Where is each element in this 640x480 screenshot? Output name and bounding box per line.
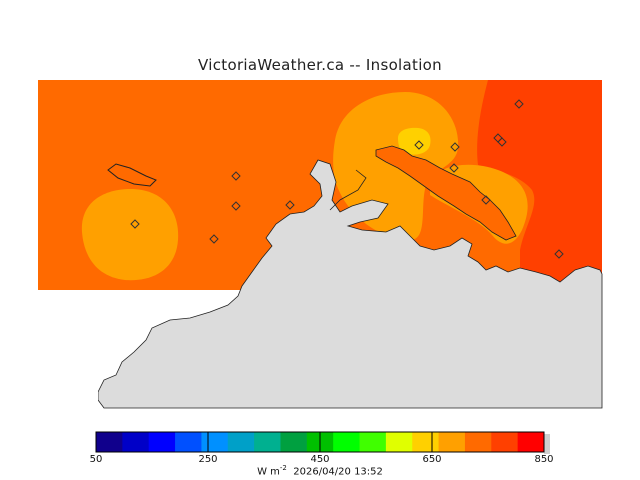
colorbar-segment — [412, 432, 440, 452]
colorbar-segment — [464, 432, 492, 452]
colorbar-shadow — [544, 434, 550, 454]
north-shore — [329, 169, 367, 211]
station-markers — [130, 99, 564, 259]
colorbar-segment — [254, 432, 281, 452]
colorbar-segment — [280, 432, 308, 452]
colorbar-segment — [385, 432, 413, 452]
station-marker — [231, 201, 241, 211]
colorbar-tick-label: 850 — [534, 454, 554, 465]
station-marker — [231, 171, 241, 181]
station-marker — [481, 195, 491, 205]
field-warm-region-west — [81, 188, 179, 281]
field-high-region — [477, 80, 602, 290]
station-marker — [449, 163, 459, 173]
station-marker — [497, 137, 507, 147]
colorbar-segment — [438, 432, 466, 452]
station-marker — [209, 234, 219, 244]
island — [107, 163, 157, 187]
colorbar-segment — [122, 432, 150, 452]
station-marker — [414, 140, 424, 150]
colorbar-segment — [227, 432, 255, 452]
colorbar-tick-label: 650 — [422, 454, 442, 465]
colorbar-caption: W m-2 2026/04/20 13:52 — [0, 464, 640, 477]
station-marker — [514, 99, 524, 109]
land-mass — [97, 159, 603, 409]
colorbar-tick-label: 250 — [198, 454, 218, 465]
colorbar-segment — [491, 432, 519, 452]
colorbar-segment — [175, 432, 202, 452]
field-peak-region — [398, 127, 431, 155]
colorbar-segment — [96, 432, 123, 452]
no-data-area — [38, 290, 98, 410]
station-marker — [450, 142, 460, 152]
colorbar-tick-label: 50 — [89, 454, 103, 465]
colorbar-tick-label: 450 — [310, 454, 330, 465]
station-marker — [130, 219, 140, 229]
colorbar-segment — [201, 432, 229, 452]
unit-label: W m — [257, 466, 280, 478]
station-marker — [554, 249, 564, 259]
colorbar-segment — [333, 432, 361, 452]
timestamp: 2026/04/20 13:52 — [293, 466, 383, 478]
colorbar — [95, 431, 550, 454]
colorbar-segment — [148, 432, 176, 452]
inlet-channel — [375, 145, 517, 241]
colorbar-segment — [517, 432, 545, 452]
unit-exponent: -2 — [279, 464, 287, 472]
station-marker — [285, 200, 295, 210]
map-title: VictoriaWeather.ca -- Insolation — [198, 56, 442, 74]
colorbar-segment — [359, 432, 387, 452]
